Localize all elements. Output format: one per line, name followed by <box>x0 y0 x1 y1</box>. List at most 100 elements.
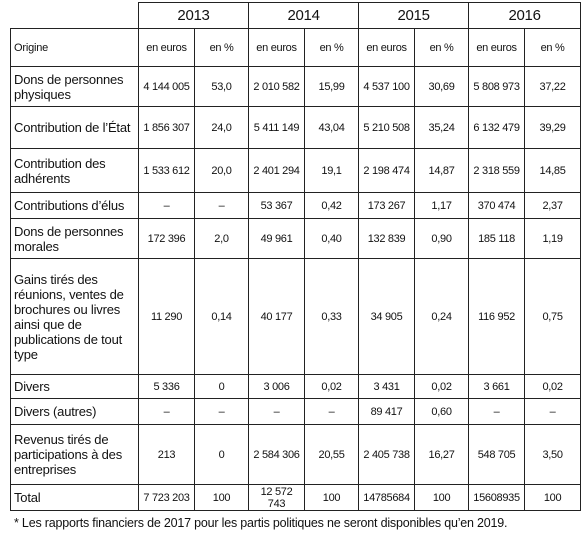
cell: 0,60 <box>414 398 470 425</box>
cell: 100 <box>304 484 360 511</box>
cell: 15608935 <box>468 484 526 511</box>
cell: 15,99 <box>304 66 360 107</box>
cell: 5 411 149 <box>248 106 306 149</box>
cell: 4 537 100 <box>358 66 416 107</box>
cell: 0,02 <box>524 374 582 399</box>
cell: 100 <box>193 484 250 511</box>
year: 2014 <box>248 2 360 29</box>
cell: 39,29 <box>524 106 582 149</box>
cell: 0,90 <box>414 218 470 259</box>
cell: – <box>248 398 306 425</box>
cell: 2 405 738 <box>358 424 416 485</box>
row-label: Divers <box>10 374 139 399</box>
cell: 2 198 474 <box>358 148 416 193</box>
cell: – <box>304 398 360 425</box>
cell: 1,17 <box>414 192 470 219</box>
cell: 3,50 <box>524 424 582 485</box>
cell: 11 290 <box>138 258 195 375</box>
cell: 173 267 <box>358 192 416 219</box>
header-unit: en euros <box>468 28 526 67</box>
row-label: Dons de personnes morales <box>10 218 139 259</box>
row-label: Contributions d’élus <box>10 192 139 219</box>
data-row: Revenus tirés de participations à des en… <box>10 424 582 485</box>
cell: 16,27 <box>414 424 470 485</box>
year: 2015 <box>358 2 470 29</box>
header-unit: en % <box>193 28 250 67</box>
row-label: Dons de personnes physiques <box>10 66 139 107</box>
cell: 34 905 <box>358 258 416 375</box>
row-label: Gains tirés des réunions, ventes de broc… <box>10 258 139 375</box>
cell: 185 118 <box>468 218 526 259</box>
year: 2013 <box>137 2 250 29</box>
cell: 5 808 973 <box>468 66 526 107</box>
cell: 0,75 <box>524 258 582 375</box>
row-label: Revenus tirés de participations à des en… <box>10 424 139 485</box>
header-unit: en % <box>414 28 470 67</box>
cell: 0,02 <box>414 374 470 399</box>
cell: 2,37 <box>524 192 582 219</box>
cell: 0,14 <box>193 258 250 375</box>
cell: – <box>138 398 195 425</box>
row-label: Total <box>10 484 139 511</box>
row-label: Contribution de l’État <box>10 106 139 149</box>
header-unit: en euros <box>138 28 195 67</box>
cell: 14,85 <box>524 148 582 193</box>
cell: 0 <box>193 424 250 485</box>
cell: 2 584 306 <box>248 424 306 485</box>
header-unit: en % <box>524 28 582 67</box>
cell: 100 <box>524 484 582 511</box>
cell: 0,02 <box>304 374 360 399</box>
cell: 1 533 612 <box>138 148 195 193</box>
cell: 43,04 <box>304 106 360 149</box>
cell: – <box>524 398 582 425</box>
cell: 3 006 <box>248 374 306 399</box>
row-label: Divers (autres) <box>10 398 139 425</box>
header-unit: en euros <box>358 28 416 67</box>
data-row: Dons de personnes physiques 4 144 005 53,0… <box>10 66 582 107</box>
data-row: Contribution de l’État 1 856 307 24,0 5 411… <box>10 106 582 149</box>
corner <box>10 2 139 29</box>
cell: 89 417 <box>358 398 416 425</box>
data-row: Total 7 723 203 100 12 572 743 100 14785684 10… <box>10 484 582 511</box>
cell: 172 396 <box>138 218 195 259</box>
cell: 14785684 <box>358 484 416 511</box>
data-row: Contributions d’élus – –53 367 0,42 173 267 1… <box>10 192 582 219</box>
cell: 30,69 <box>414 66 470 107</box>
row-label: Contribution des adhérents <box>10 148 139 193</box>
data-row: Gains tirés des réunions, ventes de broc… <box>10 258 582 375</box>
cell: 5 210 508 <box>358 106 416 149</box>
data-row: Dons de personnes morales 172 396 2,0 49 96… <box>10 218 582 259</box>
header-label: Origine <box>10 28 139 67</box>
cell: 37,22 <box>524 66 582 107</box>
data-row: Divers (autres) – – – –89 417 0,60– – <box>10 398 582 425</box>
cell: 100 <box>414 484 470 511</box>
cell: 20,0 <box>193 148 250 193</box>
cell: 14,87 <box>414 148 470 193</box>
cell: 2 401 294 <box>248 148 306 193</box>
cell: 132 839 <box>358 218 416 259</box>
cell: 4 144 005 <box>138 66 195 107</box>
cell: 0,42 <box>304 192 360 219</box>
cell: 2 010 582 <box>248 66 306 107</box>
cell: – <box>193 398 250 425</box>
cell: 24,0 <box>193 106 250 149</box>
cell: 0,24 <box>414 258 470 375</box>
cell: 213 <box>138 424 195 485</box>
data-row: Contribution des adhérents 1 533 612 20,0 2… <box>10 148 582 193</box>
cell: 20,55 <box>304 424 360 485</box>
cell: 53,0 <box>193 66 250 107</box>
cell: 0 <box>193 374 250 399</box>
cell: – <box>468 398 526 425</box>
year: 2016 <box>468 2 582 29</box>
cell: 3 431 <box>358 374 416 399</box>
year-row: 2013 2014 2015 2016 <box>10 2 582 29</box>
cell: 19,1 <box>304 148 360 193</box>
cell: 40 177 <box>248 258 306 375</box>
footnote: * Les rapports financiers de 2017 pour l… <box>14 516 508 530</box>
cell: 49 961 <box>248 218 306 259</box>
cell: 2 318 559 <box>468 148 526 193</box>
cell: 1,19 <box>524 218 582 259</box>
cell: 6 132 479 <box>468 106 526 149</box>
cell: 7 723 203 <box>138 484 195 511</box>
